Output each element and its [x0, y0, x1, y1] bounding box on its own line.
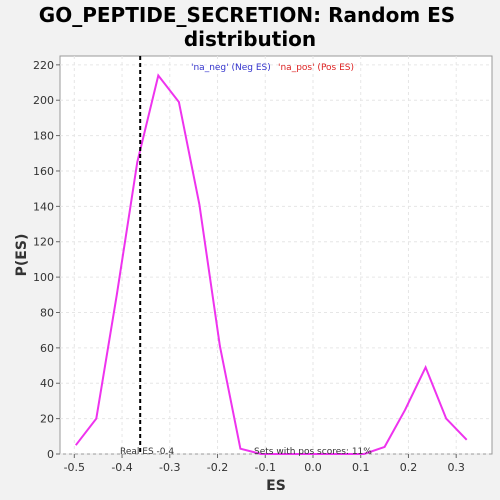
y-tick-label: 160: [33, 165, 54, 178]
ticks-layer: -0.5 -0.4 -0.3 -0.2 -0.1 0.0 0.1 0.2 0.3 0 20 40 60 8…: [33, 59, 465, 474]
y-axis-label: P(ES): [14, 234, 30, 277]
y-tick-label: 120: [33, 236, 54, 249]
pos-scores-annotation: Sets with pos scores: 11%: [254, 447, 372, 457]
chart-title-line-2: distribution: [184, 27, 316, 51]
x-tick-label: -0.4: [111, 461, 132, 474]
y-tick-label: 60: [40, 342, 54, 355]
y-tick-label: 200: [33, 94, 54, 107]
x-tick-label: -0.5: [64, 461, 85, 474]
x-tick-label: 0.3: [447, 461, 465, 474]
y-tick-label: 40: [40, 377, 54, 390]
legend-entry-neg: 'na_neg' (Neg ES): [191, 63, 271, 73]
legend-entry-pos: 'na_pos' (Pos ES): [278, 63, 354, 73]
y-tick-label: 20: [40, 413, 54, 426]
y-tick-label: 100: [33, 271, 54, 284]
y-tick-label: 140: [33, 200, 54, 213]
x-tick-label: 0.2: [400, 461, 418, 474]
y-tick-label: 220: [33, 59, 54, 72]
plot-area: [59, 55, 493, 455]
y-tick-label: 80: [40, 306, 54, 319]
x-tick-label: 0.1: [352, 461, 370, 474]
x-axis-label: ES: [266, 478, 286, 494]
real-es-annotation: Real ES -0.4: [120, 447, 174, 457]
x-tick-label: -0.1: [255, 461, 276, 474]
chart-title-line-1: GO_PEPTIDE_SECRETION: Random ES: [39, 3, 455, 27]
x-tick-label: -0.2: [207, 461, 228, 474]
y-tick-label: 0: [47, 448, 54, 461]
x-tick-label: 0.0: [304, 461, 322, 474]
y-tick-label: 180: [33, 130, 54, 143]
x-tick-label: -0.3: [159, 461, 180, 474]
grid-layer: [60, 56, 492, 455]
